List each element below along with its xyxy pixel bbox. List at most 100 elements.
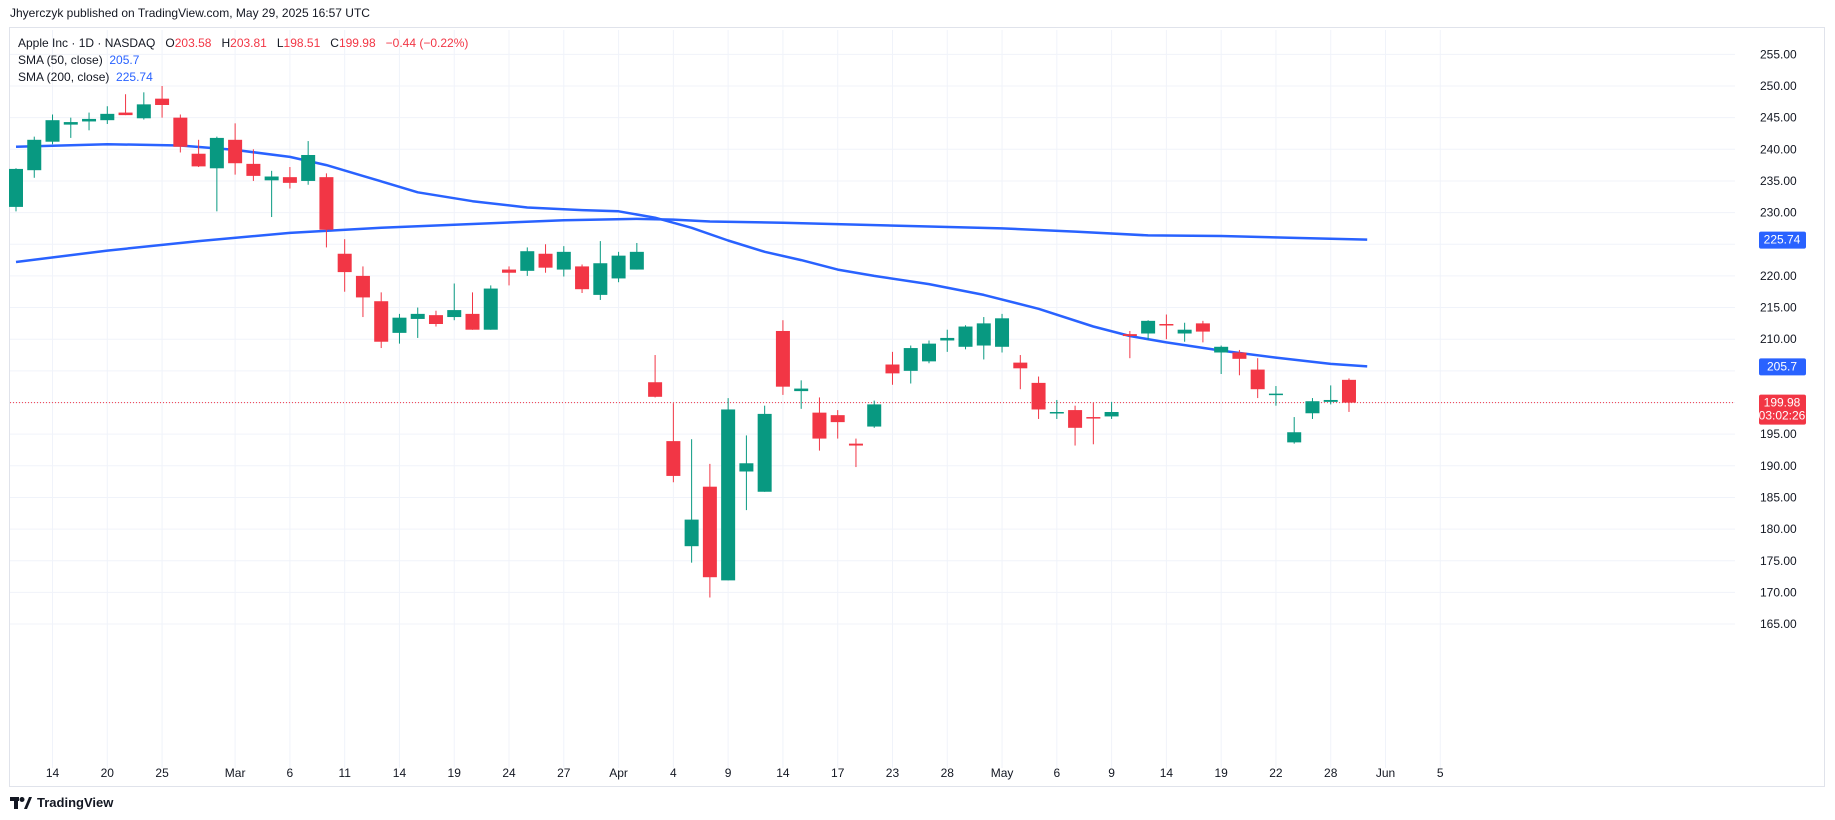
candle (392, 313, 407, 344)
last-price-tag-bg (1759, 394, 1806, 425)
candle (922, 340, 936, 364)
candle-body (593, 263, 608, 295)
candle (173, 114, 188, 153)
candle-body (1068, 410, 1083, 428)
candle (684, 439, 699, 563)
candle (848, 438, 863, 468)
price-axis: 255.00250.00245.00240.00235.00230.00225.… (1760, 47, 1797, 631)
date-tick-label: 25 (155, 766, 169, 780)
date-tick-label: 6 (287, 766, 294, 780)
candle (1323, 385, 1338, 405)
candle (1214, 345, 1229, 375)
date-tick-label: 28 (941, 766, 955, 780)
candle-body (1323, 399, 1338, 402)
legend-ohlc: Apple Inc · 1D · NASDAQ O203.58 H203.81 … (18, 35, 468, 52)
candle-body (848, 443, 863, 446)
price-tick-label: 245.00 (1760, 111, 1797, 125)
date-tick-label: 19 (448, 766, 462, 780)
candle-body (520, 251, 535, 271)
legend-low: 198.51 (283, 36, 321, 50)
sma-lines (10, 142, 1735, 404)
legend-open: 203.58 (174, 36, 212, 50)
legend-sma50[interactable]: SMA (50, close) 205.7 (18, 52, 468, 69)
candle-body (1268, 393, 1283, 396)
candle-body (392, 317, 407, 333)
candle (702, 463, 717, 598)
candle (118, 94, 133, 116)
candle-body (958, 326, 973, 347)
tradingview-branding[interactable]: TradingView (10, 795, 113, 810)
candle (940, 329, 955, 352)
candle (9, 168, 23, 212)
candle-body (301, 154, 316, 181)
candle (447, 283, 462, 321)
candle-body (629, 251, 644, 270)
price-tick-label: 180.00 (1760, 522, 1797, 536)
candle-body (1287, 432, 1302, 443)
candle (319, 173, 334, 248)
candle-body (264, 176, 279, 181)
date-tick-label: Apr (609, 766, 628, 780)
candle-body (27, 139, 42, 171)
candle-body (118, 112, 133, 116)
price-tick-label: 250.00 (1760, 79, 1797, 93)
candle (410, 307, 425, 338)
candle-body (428, 315, 443, 325)
candle-body (1232, 352, 1247, 359)
candle-body (794, 388, 809, 392)
date-tick-label: Mar (225, 766, 246, 780)
candle (757, 405, 772, 492)
tradingview-logo-icon (10, 796, 32, 809)
candle-body (1341, 379, 1356, 403)
candle (374, 292, 389, 349)
price-tick-label: 165.00 (1760, 617, 1797, 631)
candle (556, 246, 571, 277)
candle (976, 317, 991, 360)
sma200-value: 225.74 (116, 70, 153, 84)
candle-body (775, 330, 790, 387)
sma200-label: SMA (200, close) (18, 70, 110, 84)
candle (246, 149, 261, 181)
candle-body (684, 519, 699, 547)
date-tick-label: 14 (1160, 766, 1174, 780)
sma50-value: 205.7 (109, 53, 140, 67)
candle-body (1031, 382, 1046, 410)
last-price-tag: 199.98 (1764, 396, 1801, 410)
candle-body (1195, 323, 1210, 332)
chart-frame (9, 27, 1825, 787)
price-tick-label: 235.00 (1760, 174, 1797, 188)
candle-body (739, 463, 754, 472)
candle (82, 112, 97, 131)
candle-body (228, 139, 243, 164)
candle (867, 400, 882, 428)
candle-body (1104, 411, 1119, 417)
candle (830, 410, 845, 439)
candle (593, 241, 608, 300)
sma200-price-tag-bg (1759, 231, 1806, 249)
legend-sma200[interactable]: SMA (200, close) 225.74 (18, 69, 468, 86)
legend-symbol: Apple Inc · 1D · NASDAQ (18, 36, 156, 50)
candle-body (976, 323, 991, 346)
legend-close: 199.98 (338, 36, 376, 50)
candle (483, 285, 498, 330)
date-tick-label: 17 (831, 766, 845, 780)
candle (337, 239, 352, 292)
candle (648, 355, 663, 398)
candle (958, 325, 973, 350)
last-price-tag-countdown: 03:02:26 (1759, 409, 1806, 423)
candle-body (173, 117, 188, 147)
candle (812, 397, 827, 451)
candle (100, 106, 115, 124)
candle (1250, 358, 1265, 399)
candle-body (830, 415, 845, 423)
candle-body (63, 122, 78, 125)
candle-body (9, 168, 23, 207)
candle (1122, 330, 1137, 359)
sma50-price-tag-bg (1759, 358, 1806, 376)
time-axis: 14 20 25 Mar 6 11 14 19 24 27 Apr 4 9 14 17 23 28 May 6 9 14… (46, 766, 1444, 780)
candle-body (483, 288, 498, 330)
candle-body (1013, 362, 1028, 369)
legend-high: 203.81 (230, 36, 267, 50)
